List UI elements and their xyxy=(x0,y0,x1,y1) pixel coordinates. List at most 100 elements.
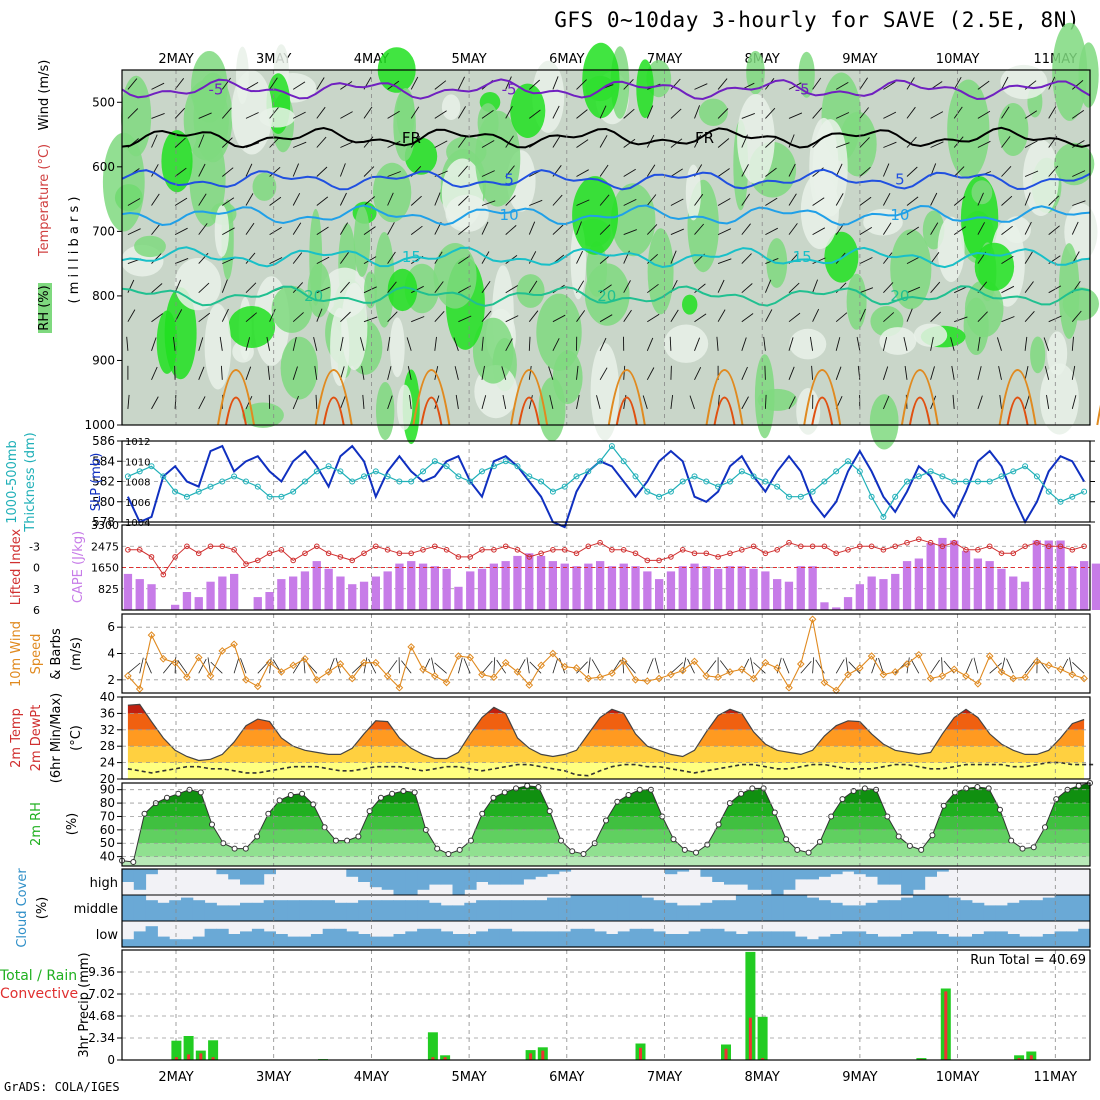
upper-wind-barb xyxy=(1024,336,1028,351)
bottom-date-label: 9MAY xyxy=(842,1070,877,1085)
upper-wind-barb xyxy=(198,396,206,410)
cloud-cell-middle xyxy=(1066,895,1079,921)
rh-area xyxy=(746,50,765,95)
upper-wind-barb xyxy=(1024,192,1031,206)
cape-bar xyxy=(914,558,923,610)
temp-contour-line xyxy=(121,246,1091,269)
rh-area xyxy=(1039,363,1079,435)
wind-speed-marker xyxy=(183,673,191,682)
upper-wind-barb xyxy=(552,76,559,90)
rh-marker xyxy=(434,845,441,852)
surface-wind-barb xyxy=(835,659,845,674)
thickness-marker xyxy=(183,493,190,500)
cloud-frame xyxy=(121,868,1091,948)
upper-wind-barb xyxy=(576,169,589,177)
cloud-cell-low xyxy=(1078,928,1091,947)
rh-area xyxy=(937,216,965,282)
li-marker xyxy=(207,543,214,550)
cloud-cell-low xyxy=(228,934,241,947)
upper-wind-barb xyxy=(694,193,704,206)
upper-wind-barb xyxy=(835,163,843,177)
rh-marker xyxy=(861,785,868,792)
cloud-cell-low xyxy=(653,931,666,947)
cape-bar xyxy=(548,561,557,610)
cape-bar xyxy=(1032,540,1041,610)
li-marker xyxy=(762,550,769,557)
wind-speed-marker xyxy=(560,662,569,671)
upper-wind-barb xyxy=(174,107,186,119)
cloud-row-label: high xyxy=(90,876,118,891)
upper-wind-barb xyxy=(292,395,300,410)
li-marker xyxy=(302,550,308,557)
thickness-marker xyxy=(384,473,391,480)
upper-wind-barb xyxy=(788,223,798,235)
surface-wind-barb xyxy=(782,658,790,674)
surface-wind-barb xyxy=(930,659,940,674)
surface-wind-barb xyxy=(401,660,412,674)
li-marker xyxy=(1045,543,1052,550)
upper-wind-barb xyxy=(458,255,471,264)
cloud-cell-low xyxy=(511,931,524,947)
wind-speed-marker xyxy=(631,675,640,684)
cloud-cell-low xyxy=(287,936,300,947)
rh-marker xyxy=(332,837,339,844)
wind-speed-marker xyxy=(159,654,168,663)
thickness-tick-label: 578 xyxy=(92,515,115,529)
cloud-cell-middle xyxy=(157,902,170,921)
upper-wind-barb xyxy=(788,366,795,380)
upper-wind-barb xyxy=(716,336,719,351)
rh-unit-label: (%) xyxy=(65,813,80,836)
bottom-date-label: 8MAY xyxy=(745,1070,780,1085)
wind-speed-marker xyxy=(348,674,357,683)
li-marker xyxy=(821,543,828,550)
rh-area xyxy=(809,117,839,217)
rh-marker xyxy=(287,792,294,798)
upper-wind-barb xyxy=(953,196,966,206)
wind-speed-marker xyxy=(655,674,663,683)
rh-area xyxy=(757,388,797,411)
upper-wind-barb xyxy=(856,336,861,351)
upper-wind-barb xyxy=(835,337,841,351)
upper-wind-barb xyxy=(505,285,518,294)
li-marker xyxy=(467,554,474,560)
temp-band xyxy=(127,746,1085,763)
upper-wind-barb xyxy=(481,365,485,380)
top-date-label: 2MAY xyxy=(158,52,193,67)
temp-tick-label: 20 xyxy=(100,772,115,786)
thickness-marker xyxy=(302,478,308,485)
precip-tick-label: 9.36 xyxy=(88,965,115,979)
cloud-cell-low xyxy=(629,928,642,947)
cloud-cell-high xyxy=(263,869,276,875)
thickness-marker xyxy=(443,463,450,470)
rh-area xyxy=(271,285,313,333)
wind-speed-marker xyxy=(1068,670,1077,679)
upper-wind-barb xyxy=(127,108,139,119)
cloud-cell-middle xyxy=(995,905,1008,921)
wind-speed-marker xyxy=(914,650,923,659)
upper-wind-barb xyxy=(623,138,636,148)
wind-speed-marker xyxy=(1080,674,1088,683)
rh-marker xyxy=(783,836,790,843)
upper-wind-barb xyxy=(410,285,424,294)
upper-wind-barb xyxy=(953,76,962,90)
wind-speed-marker xyxy=(619,657,628,666)
surface-wind-barb xyxy=(517,659,526,674)
rh-marker xyxy=(963,785,970,792)
rh-marker xyxy=(580,851,587,857)
upper-wind-barb xyxy=(977,311,988,323)
upper-wind-barb xyxy=(501,366,507,380)
cape-bar xyxy=(513,555,522,610)
rh-band xyxy=(122,856,1090,866)
upper-wind-barb xyxy=(811,365,814,380)
cape-bar xyxy=(182,592,192,610)
wind-speed-marker xyxy=(749,674,758,683)
cloud-cell-low xyxy=(1019,936,1032,947)
cape-bar xyxy=(843,597,853,610)
cloud-cell-high xyxy=(405,869,418,895)
hot-contour xyxy=(420,396,443,426)
wind-speed-marker xyxy=(147,631,156,639)
upper-wind-barb xyxy=(812,257,826,265)
run-total-label: Run Total = 40.69 xyxy=(970,953,1086,968)
thickness-marker xyxy=(266,493,273,500)
cloud-cell-middle xyxy=(759,895,772,921)
